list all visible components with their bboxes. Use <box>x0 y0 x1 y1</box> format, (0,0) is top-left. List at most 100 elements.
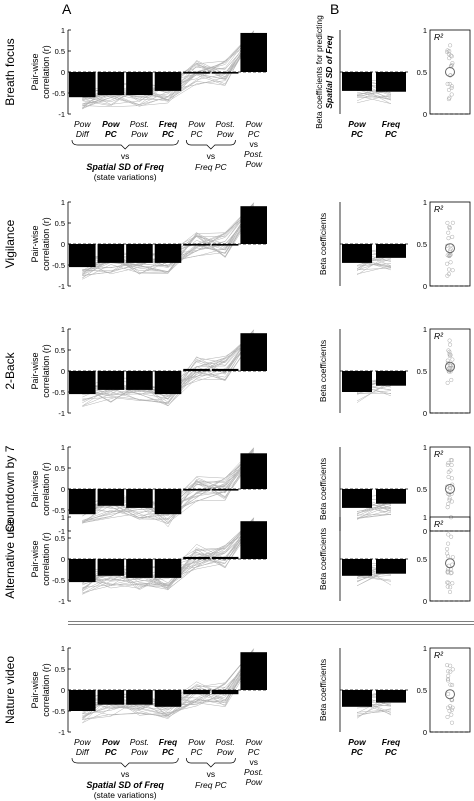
bottom-cat-label-line1: Post. <box>215 737 234 747</box>
y-tick-label: -0.5 <box>52 576 65 585</box>
y-tick-label: 0 <box>61 367 65 376</box>
r2-point <box>447 365 452 370</box>
bottom-cat-label-line1: Post. <box>130 737 149 747</box>
r2-point <box>445 380 450 385</box>
r2-point <box>448 669 453 674</box>
beta-bar <box>376 244 406 258</box>
r2-tick-label: 1 <box>423 644 427 653</box>
r2-point <box>447 224 452 229</box>
y-tick-label: -0.5 <box>52 89 65 98</box>
r2-point <box>448 682 453 687</box>
top-group1-target: Spatial SD of Freq <box>86 162 164 172</box>
beta-subject-line <box>356 95 392 104</box>
r2-point <box>446 492 451 497</box>
r2-point <box>449 712 454 717</box>
y-tick-label: 1 <box>61 198 65 207</box>
subject-line <box>82 35 254 107</box>
bottom-group1-note: (state variations) <box>94 790 157 800</box>
beta-bar <box>376 690 406 703</box>
r2-point <box>446 236 451 241</box>
r2-point <box>446 580 451 585</box>
r2-point <box>450 268 455 273</box>
subject-line <box>82 34 254 107</box>
beta-subject-line <box>356 94 392 104</box>
top-beta-cat-line1: Pow <box>348 119 367 129</box>
beta-subject-line <box>356 704 392 709</box>
bar <box>97 371 125 390</box>
r2-point <box>447 49 452 54</box>
y-axis-label-line2: correlation (r) <box>41 462 51 516</box>
bar <box>154 244 182 263</box>
r2-point <box>447 496 452 501</box>
r2-mean-marker <box>445 361 455 372</box>
bar <box>211 556 239 559</box>
bottom-cat-label-line2: PC <box>191 747 204 757</box>
r2-point <box>446 501 451 506</box>
beta-bar <box>342 244 372 263</box>
r2-point <box>445 678 451 683</box>
r2-point <box>448 246 453 252</box>
bar <box>154 559 182 578</box>
r2-point <box>446 673 451 678</box>
r2-mean-marker <box>445 484 455 494</box>
top-cat-label-line1: Pow <box>245 119 262 129</box>
beta-subject-line <box>356 514 392 516</box>
r2-point <box>448 585 453 590</box>
subject-line <box>82 339 254 403</box>
r2-point <box>449 92 454 97</box>
r2-tick-label: 1 <box>423 513 427 522</box>
panel-label-b: B <box>330 1 339 17</box>
r2-point <box>445 663 450 668</box>
top-beta-cat-line2: PC <box>385 129 398 139</box>
y-tick-label: 1 <box>61 26 65 35</box>
top-cat-label-line2: PC <box>162 129 175 139</box>
y-tick-label: 1 <box>61 644 65 653</box>
panel-label-a: A <box>62 1 72 17</box>
subject-line <box>82 30 254 108</box>
r2-point <box>448 486 453 491</box>
r2-point <box>448 342 453 347</box>
r2-point <box>449 697 454 702</box>
r2-point <box>449 476 454 481</box>
beta-subject-line <box>356 390 392 395</box>
top-group1-vs: vs <box>121 151 130 161</box>
r2-tick-label: 0.5 <box>417 555 427 564</box>
bar <box>69 489 96 515</box>
bottom-cat-label-line1: Freq <box>159 737 178 747</box>
beta-subject-line <box>356 574 392 581</box>
bottom-beta-cat-line2: PC <box>385 747 398 757</box>
bar <box>240 521 267 559</box>
r2-point <box>447 95 452 100</box>
r2-tick-label: 1 <box>423 443 427 452</box>
r2-point <box>446 366 451 371</box>
bar <box>211 368 239 371</box>
bar <box>211 489 239 491</box>
y-tick-label: 0 <box>61 686 65 695</box>
bar <box>240 206 267 244</box>
r2-point <box>446 691 451 697</box>
beta-subject-line <box>356 501 392 517</box>
bar <box>126 690 153 705</box>
bar <box>240 652 267 690</box>
r2-point <box>448 571 453 576</box>
r2-tick-label: 0.5 <box>417 367 427 376</box>
subject-line <box>82 517 254 593</box>
top-cat-label-line2: PC <box>191 129 204 139</box>
beta-subject-line <box>356 710 392 715</box>
r2-point <box>449 570 454 575</box>
subject-line <box>82 209 254 275</box>
y-tick-label: -0.5 <box>52 506 65 515</box>
y-tick-label: 1 <box>61 443 65 452</box>
beta-bar <box>342 371 372 392</box>
y-axis-label: Pair-wisecorrelation (r) <box>30 344 51 398</box>
bar <box>240 32 267 72</box>
bottom-cat-label-line2: PC <box>162 747 175 757</box>
bar <box>183 556 210 559</box>
bar <box>211 690 239 695</box>
bar <box>69 559 96 583</box>
r2-mean-marker <box>445 558 455 569</box>
r2-point <box>449 54 454 59</box>
r2-point <box>450 234 455 239</box>
beta-subject-line <box>356 96 392 98</box>
y-tick-label: 0.5 <box>55 534 65 543</box>
